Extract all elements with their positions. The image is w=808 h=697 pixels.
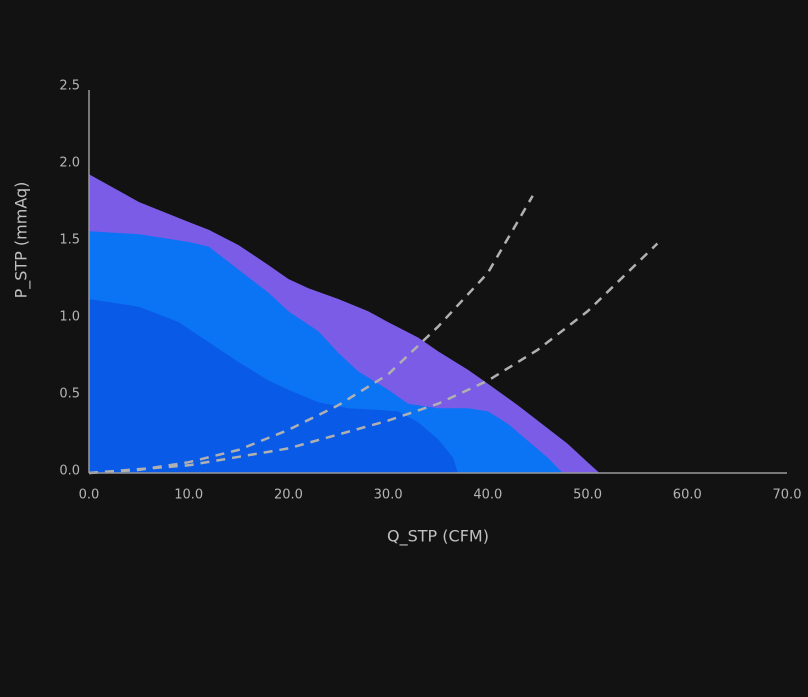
x-tick-label: 50.0 [573, 488, 602, 503]
system-curve [88, 242, 659, 475]
x-tick-label: 60.0 [673, 488, 702, 503]
y-tick-label: 1.5 [59, 233, 80, 248]
x-tick-label: 30.0 [374, 488, 403, 503]
y-tick-label: 1.0 [59, 310, 80, 325]
x-axis-title: Q_STP (CFM) [387, 527, 489, 547]
x-tick-label: 10.0 [174, 488, 203, 503]
x-tick-label: 70.0 [773, 488, 802, 503]
y-tick-label: 0.5 [59, 387, 80, 402]
y-tick-label: 2.5 [59, 79, 80, 94]
plot-area [88, 174, 659, 475]
x-tick-label: 40.0 [473, 488, 502, 503]
y-tick-label: 0.0 [59, 464, 80, 479]
y-tick-label: 2.0 [59, 156, 80, 171]
y-axis-title: P_STP (mmAq) [12, 182, 32, 299]
x-tick-label: 20.0 [274, 488, 303, 503]
fan-curve-area [89, 299, 458, 473]
x-tick-label: 0.0 [79, 488, 100, 503]
